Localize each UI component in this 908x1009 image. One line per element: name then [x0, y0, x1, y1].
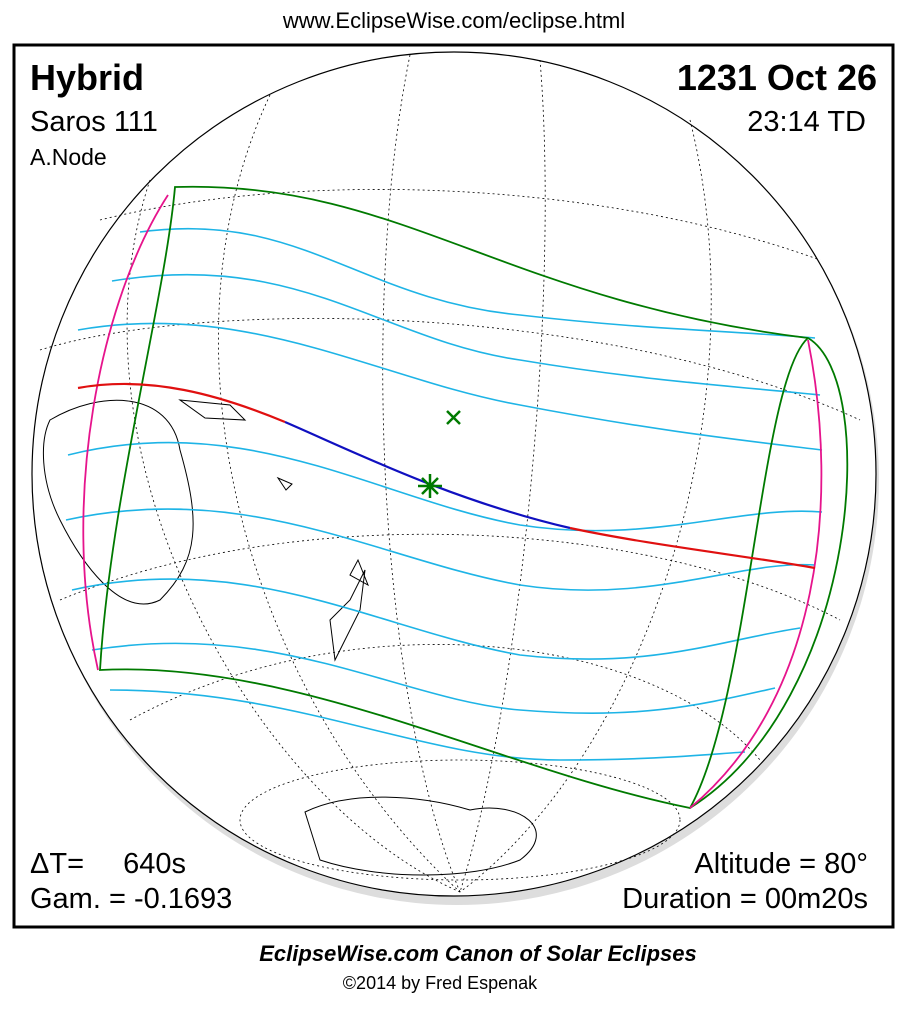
gamma: Gam. = -0.1693: [30, 883, 232, 915]
delta-t-label: ΔT=: [30, 848, 84, 880]
delta-t: 640s: [123, 848, 186, 880]
node: A.Node: [30, 144, 107, 170]
url: www.EclipseWise.com/eclipse.html: [282, 8, 625, 33]
saros: Saros 111: [30, 106, 158, 138]
eclipse-type: Hybrid: [30, 57, 144, 98]
date: 1231 Oct 26: [677, 57, 877, 98]
time: 23:14 TD: [747, 106, 866, 138]
credit: ©2014 by Fred Espenak: [343, 973, 538, 993]
footer-title: EclipseWise.com Canon of Solar Eclipses: [259, 941, 697, 966]
altitude: Altitude = 80°: [694, 848, 868, 880]
globe: [31, 51, 879, 905]
duration: Duration = 00m20s: [622, 883, 868, 915]
